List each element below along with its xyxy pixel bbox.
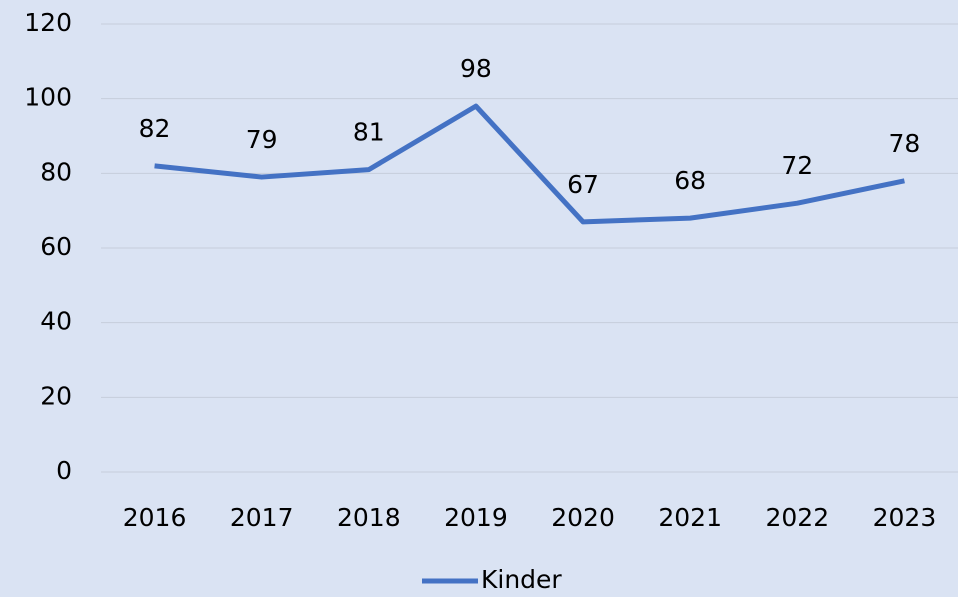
data-label: 72: [781, 151, 813, 180]
y-tick-label: 40: [40, 307, 72, 336]
x-tick-label: 2021: [658, 503, 722, 532]
data-label: 81: [353, 118, 385, 147]
y-tick-label: 80: [40, 157, 72, 186]
x-tick-label: 2019: [444, 503, 508, 532]
data-label: 98: [460, 54, 492, 83]
y-tick-label: 60: [40, 232, 72, 261]
x-tick-label: 2022: [766, 503, 830, 532]
legend-label: Kinder: [481, 565, 562, 594]
data-label: 68: [674, 166, 706, 195]
series-line: [154, 103, 905, 225]
x-tick-label: 2018: [337, 503, 401, 532]
x-tick-label: 2016: [123, 503, 187, 532]
x-tick-label: 2023: [873, 503, 937, 532]
data-label: 79: [246, 125, 278, 154]
y-tick-label: 20: [40, 381, 72, 410]
y-tick-label: 100: [24, 83, 72, 112]
data-label: 82: [139, 114, 171, 143]
y-tick-label: 0: [56, 456, 72, 485]
data-label: 67: [567, 170, 599, 199]
x-tick-label: 2020: [551, 503, 615, 532]
data-label: 78: [889, 129, 921, 158]
y-tick-label: 120: [24, 8, 72, 37]
x-tick-label: 2017: [230, 503, 294, 532]
